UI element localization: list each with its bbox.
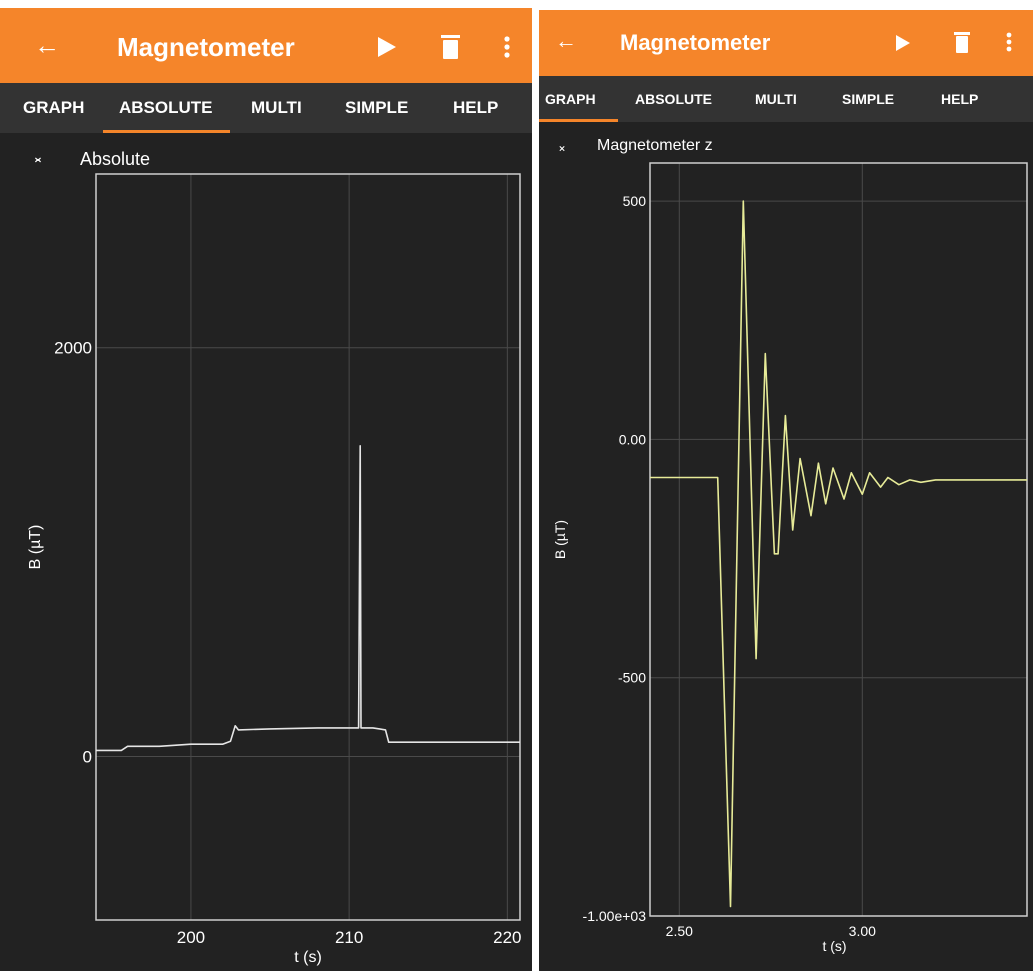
y-axis-label: B (µT) — [552, 520, 568, 559]
trash-icon[interactable] — [954, 32, 970, 58]
back-arrow-icon[interactable]: ← — [555, 28, 577, 53]
top-margin — [539, 0, 1033, 10]
y-tick-label: 500 — [623, 193, 647, 209]
tab-absolute[interactable]: ABSOLUTE — [635, 91, 712, 107]
app-title: Magnetometer — [620, 30, 771, 55]
play-icon[interactable] — [378, 37, 396, 62]
collapse-chevron-icon[interactable]: ⌄ ⌃ — [32, 148, 44, 172]
active-tab-indicator — [103, 130, 230, 133]
tab-multi[interactable]: MULTI — [755, 91, 797, 107]
tab-simple[interactable]: SIMPLE — [842, 91, 895, 107]
x-tick-label: 210 — [335, 928, 363, 947]
plot-frame — [649, 162, 1028, 917]
tab-graph[interactable]: GRAPH — [545, 91, 596, 107]
more-vert-icon[interactable] — [504, 36, 510, 63]
x-axis-label: t (s) — [294, 949, 322, 966]
right-screenshot: ← Magnetometer GRAPH ABSOLUTE MULTI SIMP… — [539, 0, 1033, 971]
more-vert-icon[interactable] — [1006, 32, 1012, 57]
trash-icon[interactable] — [441, 33, 460, 64]
x-tick-label: 200 — [177, 928, 205, 947]
magnetometer-z-chart: 2.50 3.00 500 0.00 -500 -1.00e+03 t (s) B (µT) — [552, 162, 1028, 954]
tab-help[interactable]: HELP — [941, 91, 979, 107]
y-axis-label: B (µT) — [27, 525, 44, 570]
tab-absolute[interactable]: ABSOLUTE — [119, 98, 213, 117]
tab-bar: GRAPH ABSOLUTE MULTI SIMPLE HELP — [539, 76, 1033, 122]
tab-bar: GRAPH ABSOLUTE MULTI SIMPLE HELP — [0, 83, 532, 133]
play-icon[interactable] — [896, 35, 910, 56]
top-margin — [0, 0, 532, 8]
x-tick-label: 220 — [493, 928, 521, 947]
x-tick-label: 2.50 — [666, 923, 693, 939]
toolbar: ← Magnetometer — [0, 8, 532, 83]
active-tab-indicator — [539, 119, 618, 122]
graph-title: Magnetometer z — [597, 137, 713, 154]
app-title: Magnetometer — [117, 32, 295, 62]
y-tick-label: -1.00e+03 — [583, 908, 647, 924]
graph-title: Absolute — [80, 149, 151, 169]
x-axis-label: t (s) — [822, 938, 846, 954]
data-line — [96, 445, 520, 752]
collapse-chevron-icon[interactable]: ⌄ ⌃ — [556, 138, 568, 160]
toolbar: ← Magnetometer — [539, 10, 1033, 76]
back-arrow-icon[interactable]: ← — [34, 30, 60, 60]
x-tick-label: 3.00 — [849, 923, 876, 939]
y-tick-label: 0 — [83, 747, 92, 766]
y-tick-label: 2000 — [54, 339, 92, 358]
y-tick-label: -500 — [618, 670, 646, 686]
tab-graph[interactable]: GRAPH — [23, 98, 85, 117]
left-screenshot: ← Magnetometer GRAPH ABSOLUTE MULTI SIMP… — [0, 0, 532, 971]
absolute-chart: 200 210 220 0 2000 t (s) B (µT) — [27, 173, 522, 966]
tab-multi[interactable]: MULTI — [251, 98, 302, 117]
tab-help[interactable]: HELP — [453, 98, 499, 117]
tab-simple[interactable]: SIMPLE — [345, 98, 409, 117]
y-tick-label: 0.00 — [619, 431, 646, 447]
data-line — [650, 200, 1027, 908]
plot-frame — [95, 173, 521, 921]
